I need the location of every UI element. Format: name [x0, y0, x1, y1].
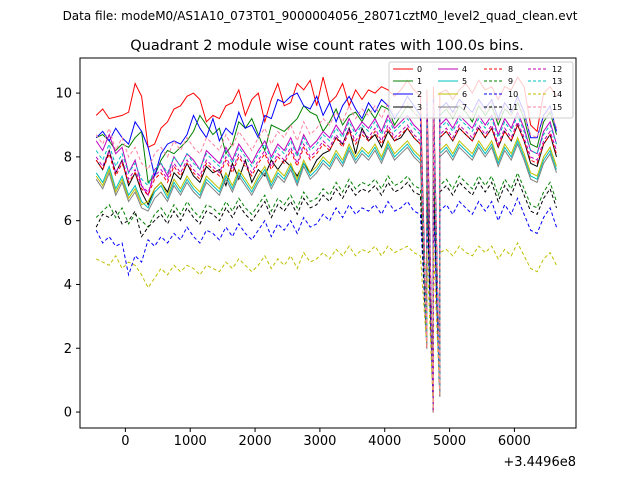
series-line-11 — [95, 177, 557, 413]
series-line-1 — [95, 101, 557, 413]
x-tick-label: 2000 — [239, 434, 272, 449]
legend-label: 5 — [462, 77, 467, 86]
legend-label: 14 — [552, 90, 562, 99]
y-tick-label: 6 — [64, 214, 72, 229]
x-tick-label: 6000 — [498, 434, 531, 449]
series-line-4 — [95, 110, 557, 413]
series-line-8 — [95, 123, 557, 413]
chart-title: Quadrant 2 module wise count rates with … — [130, 38, 524, 54]
legend-label: 8 — [508, 65, 513, 74]
legend-label: 13 — [552, 77, 562, 86]
legend-label: 12 — [552, 65, 562, 74]
legend-label: 2 — [417, 90, 422, 99]
legend-label: 15 — [552, 103, 562, 112]
series-line-2 — [95, 92, 557, 413]
x-tick-label: 0 — [121, 434, 129, 449]
x-tick-label: 3000 — [303, 434, 336, 449]
legend-label: 6 — [462, 90, 467, 99]
y-tick-label: 8 — [64, 150, 72, 165]
legend-label: 11 — [508, 103, 518, 112]
x-tick-label: 4000 — [368, 434, 401, 449]
legend-label: 7 — [462, 103, 467, 112]
series-line-10 — [95, 196, 557, 413]
series-line-3 — [95, 123, 557, 413]
series-line-14 — [95, 241, 557, 413]
legend-label: 9 — [508, 77, 513, 86]
legend-label: 3 — [417, 103, 422, 112]
legend-label: 4 — [462, 65, 467, 74]
series-line-5 — [95, 139, 557, 413]
x-axis: 0 1000 2000 3000 4000 5000 6000 — [121, 428, 531, 449]
series-line-9 — [95, 171, 557, 413]
series-layer — [95, 76, 557, 413]
legend-label: 0 — [417, 65, 422, 74]
x-tick-label: 1000 — [174, 434, 207, 449]
y-tick-label: 4 — [64, 278, 72, 293]
plot-frame — [79, 57, 577, 429]
series-line-6 — [95, 136, 557, 413]
series-line-13 — [95, 114, 557, 413]
y-axis: 0 2 4 6 8 10 — [55, 87, 80, 421]
x-tick-label: 5000 — [433, 434, 466, 449]
x-offset-label: +3.4496e8 — [503, 455, 576, 470]
y-tick-label: 10 — [55, 87, 72, 102]
series-line-15 — [95, 98, 557, 413]
series-line-7 — [95, 142, 557, 413]
y-tick-label: 2 — [64, 342, 72, 357]
legend-label: 10 — [508, 90, 518, 99]
y-tick-label: 0 — [64, 406, 72, 421]
legend-label: 1 — [417, 77, 422, 86]
data-file-label: Data file: modeM0/AS1A10_073T01_90000040… — [63, 9, 578, 23]
series-line-12 — [95, 120, 557, 413]
